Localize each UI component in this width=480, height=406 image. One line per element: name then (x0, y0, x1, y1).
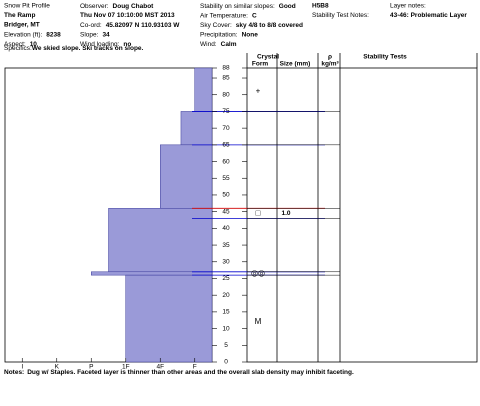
header-field: Wind loading: no (80, 41, 131, 48)
y-tick-label: 45 (222, 208, 230, 215)
field-label: Wind: (200, 41, 217, 48)
y-tick-label: 75 (222, 108, 230, 115)
specifics-text: We skied slope. Ski tracks on slope. (32, 45, 144, 52)
field-label: Sky Cover: (200, 22, 232, 29)
x-tick-label: 1F (122, 364, 130, 371)
y-tick-label: 85 (222, 75, 230, 82)
x-tick-label: I (21, 364, 23, 371)
header-field: Sky Cover: sky 4/8 to 8/8 covered (200, 22, 303, 29)
crystal-form: M (255, 317, 262, 326)
notes-label: Notes: (4, 369, 24, 376)
hardness-bar (194, 67, 213, 112)
y-tick-label: 80 (222, 91, 230, 98)
header-text: Thu Nov 07 10:10:00 MST 2013 (80, 12, 175, 19)
stability-header: Stability Tests (363, 54, 407, 61)
header-field: Slope: 34 (80, 31, 110, 38)
y-tick-label: 30 (222, 258, 230, 265)
field-label: Aspect: (4, 41, 26, 48)
field-label: Elevation (ft): (4, 31, 42, 38)
field-value: 34 (102, 31, 110, 38)
crystal-form: ◎◎ (251, 269, 265, 278)
hardness-bar (180, 111, 213, 146)
field-label: Air Temperature: (200, 12, 248, 19)
y-tick-label: 40 (222, 225, 230, 232)
y-tick-label: 50 (222, 192, 230, 199)
y-tick-label: 15 (222, 309, 230, 316)
x-tick-label: K (55, 364, 60, 371)
table-frame (246, 67, 478, 363)
rho-header: ρ (328, 54, 332, 61)
hardness-bar (108, 208, 213, 273)
y-tick-label: 20 (222, 292, 230, 299)
field-value: 10 (30, 41, 38, 48)
notes: Notes: Dug w/ Staples. Faceted layer is t… (4, 369, 354, 376)
y-tick-label: 55 (222, 175, 230, 182)
y-tick-label: 60 (222, 158, 230, 165)
density-unit: kg/m³ (321, 61, 339, 68)
header-text: H5B8 (312, 3, 329, 10)
field-label: Observer: (80, 3, 109, 10)
x-tick-label: P (89, 364, 93, 371)
form-header: Form (252, 61, 268, 68)
header-field: Aspect: 10 (4, 41, 37, 48)
header-text: The Ramp (4, 12, 35, 19)
header-field: Precipitation: None (200, 31, 258, 38)
y-tick-label: 88 (222, 65, 230, 72)
hardness-bar (160, 144, 213, 209)
x-tick-label: F (193, 364, 197, 371)
crystal-form: □ (256, 208, 261, 217)
y-tick-label: 35 (222, 242, 230, 249)
header-text: Snow Pit Profile (4, 3, 50, 10)
crystal-form: + (256, 86, 261, 95)
field-value: no (123, 41, 131, 48)
field-value: None (242, 31, 259, 38)
header-field: Elevation (ft): 8238 (4, 31, 61, 38)
field-value: 45.82097 N 110.93103 W (106, 22, 181, 29)
field-label: Stability on similar slopes: (200, 3, 275, 10)
hardness-bar (91, 271, 213, 276)
y-tick-label: 70 (222, 125, 230, 132)
field-value: 8238 (46, 31, 61, 38)
field-value: C (252, 12, 257, 19)
header-text: Layer notes: (390, 3, 426, 10)
crystal-size: 1.0 (281, 210, 290, 217)
header-field: Air Temperature: C (200, 12, 257, 19)
x-tick-label: 4F (156, 364, 164, 371)
field-label: Slope: (80, 31, 99, 38)
header-field: Observer: Doug Chabot (80, 3, 154, 10)
header-field: Co-ord: 45.82097 N 110.93103 W (80, 22, 180, 29)
field-value: Calm (221, 41, 237, 48)
specifics-label: Specifics: (4, 45, 32, 52)
size-header: Size (mm) (280, 61, 311, 68)
field-value: Good (279, 3, 296, 10)
y-tick-label: 10 (222, 325, 230, 332)
header-text: Bridger, MT (4, 22, 40, 29)
header-text: 43-46: Problematic Layer (390, 12, 467, 19)
crystal-header: Crystal (257, 54, 279, 61)
field-label: Precipitation: (200, 31, 238, 38)
y-tick-label: 65 (222, 142, 230, 149)
field-value: Doug Chabot (113, 3, 155, 10)
header-field: Stability on similar slopes: Good (200, 3, 296, 10)
hardness-bar (125, 274, 213, 363)
field-label: Wind loading: (80, 41, 120, 48)
header-text: Stability Test Notes: (312, 12, 369, 19)
header-field: Wind: Calm (200, 41, 237, 48)
y-tick-label: 25 (222, 275, 230, 282)
field-label: Co-ord: (80, 22, 102, 29)
y-tick-label: 5 (224, 342, 228, 349)
notes-text: Dug w/ Staples. Faceted layer is thinner… (27, 369, 354, 376)
specifics: Specifics:We skied slope. Ski tracks on … (4, 45, 144, 52)
y-tick-label: 0 (224, 359, 228, 366)
field-value: sky 4/8 to 8/8 covered (236, 22, 303, 29)
